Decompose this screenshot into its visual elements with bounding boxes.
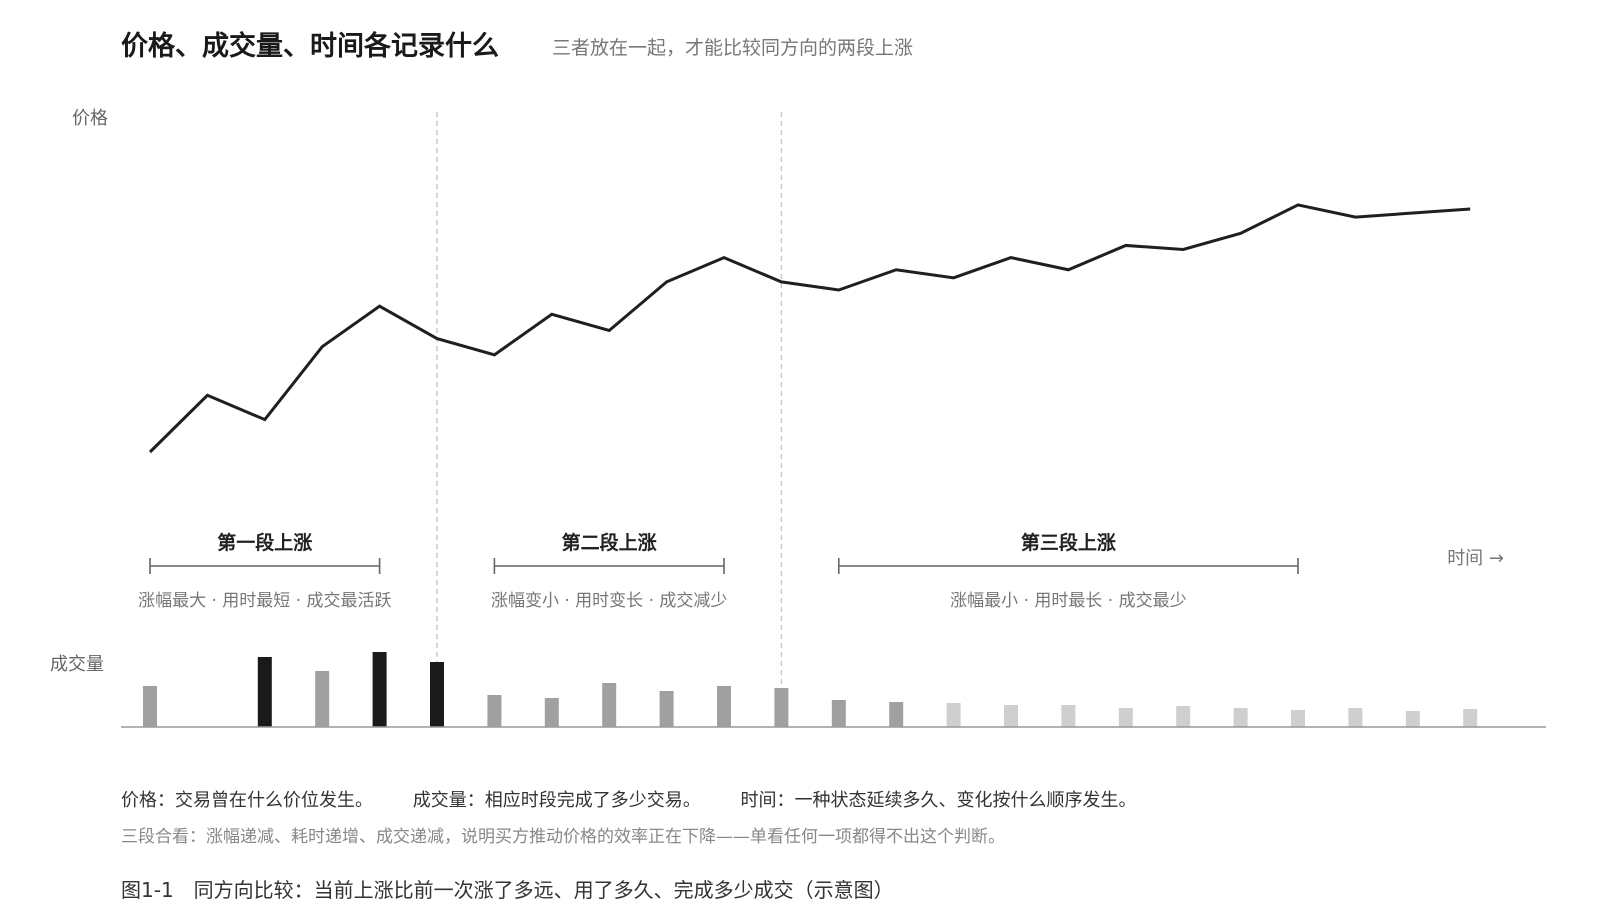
segment-1-title: 第一段上涨 bbox=[217, 532, 313, 554]
volume-bar bbox=[430, 662, 444, 727]
segment-3-title: 第三段上涨 bbox=[1020, 532, 1116, 554]
segment-brackets bbox=[149, 558, 1299, 574]
segment-2-title: 第二段上涨 bbox=[561, 532, 657, 554]
volume-axis-label: 成交量 bbox=[50, 654, 104, 675]
volume-bar bbox=[1233, 708, 1248, 727]
volume-definition: 成交量：相应时段完成了多少交易。 bbox=[412, 790, 701, 811]
volume-bars bbox=[143, 652, 1478, 727]
price-axis-label: 价格 bbox=[72, 108, 108, 129]
summary-note: 三段合看：涨幅递减、耗时递增、成交递减，说明买方推动价格的效率正在下降——单看任… bbox=[121, 827, 1005, 847]
volume-bar bbox=[1004, 705, 1018, 727]
volume-bar bbox=[372, 652, 387, 727]
segment-dividers bbox=[436, 112, 783, 727]
volume-bar bbox=[1176, 706, 1191, 727]
volume-bar bbox=[1463, 709, 1478, 727]
price-definition: 价格：交易曾在什么价位发生。 bbox=[121, 790, 373, 811]
volume-bar bbox=[602, 683, 617, 727]
volume-bar bbox=[487, 695, 502, 727]
chart-subtitle: 三者放在一起，才能比较同方向的两段上涨 bbox=[552, 37, 914, 59]
volume-bar bbox=[143, 686, 157, 727]
segment-3-description: 涨幅最小 · 用时最长 · 成交最少 bbox=[950, 591, 1187, 611]
volume-bar bbox=[1291, 710, 1305, 727]
volume-bar bbox=[1405, 711, 1420, 727]
segment-2-description: 涨幅变小 · 用时变长 · 成交减少 bbox=[490, 591, 728, 611]
segment-1-description: 涨幅最大 · 用时最短 · 成交最活跃 bbox=[138, 591, 392, 611]
volume-bar bbox=[1118, 708, 1133, 727]
volume-bar bbox=[889, 702, 904, 727]
volume-bar bbox=[257, 657, 272, 727]
chart-title: 价格、成交量、时间各记录什么 bbox=[121, 31, 499, 62]
volume-bar bbox=[544, 698, 559, 727]
time-definition: 时间：一种状态延续多久、变化按什么顺序发生。 bbox=[740, 790, 1137, 811]
volume-bar bbox=[946, 703, 961, 727]
figure-caption: 图1-1 同方向比较：当前上涨比前一次涨了多远、用了多久、完成多少成交（示意图） bbox=[121, 878, 894, 902]
volume-bar bbox=[1061, 705, 1076, 727]
time-axis-label: 时间 → bbox=[1447, 548, 1504, 569]
volume-bar bbox=[717, 686, 731, 727]
volume-bar bbox=[831, 700, 846, 727]
volume-bar bbox=[774, 688, 789, 727]
price-line bbox=[148, 203, 1471, 454]
volume-bar bbox=[659, 691, 674, 727]
volume-bar bbox=[315, 671, 330, 727]
volume-bar bbox=[1348, 708, 1363, 727]
definitions-line: 价格：交易曾在什么价位发生。 成交量：相应时段完成了多少交易。 时间：一种状态延… bbox=[121, 786, 1170, 812]
